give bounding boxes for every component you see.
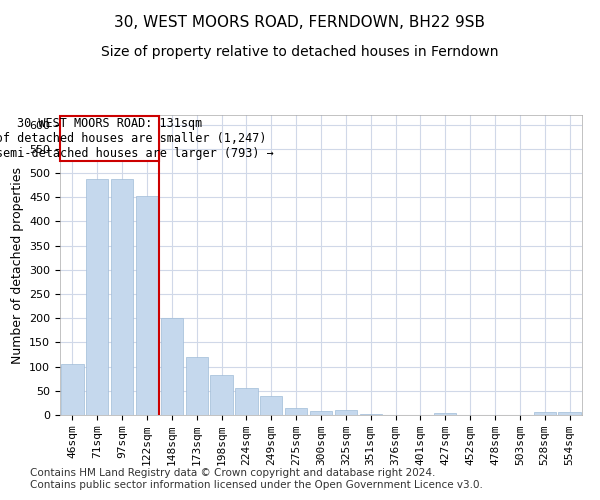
Bar bbox=[260, 396, 283, 415]
FancyBboxPatch shape bbox=[60, 116, 160, 161]
Text: Contains HM Land Registry data © Crown copyright and database right 2024.
Contai: Contains HM Land Registry data © Crown c… bbox=[30, 468, 483, 490]
Bar bbox=[310, 410, 332, 415]
Bar bbox=[161, 318, 183, 415]
Bar bbox=[235, 388, 257, 415]
Bar bbox=[211, 376, 233, 415]
Bar bbox=[533, 412, 556, 415]
Text: Size of property relative to detached houses in Ferndown: Size of property relative to detached ho… bbox=[101, 45, 499, 59]
Y-axis label: Number of detached properties: Number of detached properties bbox=[11, 166, 23, 364]
Bar bbox=[335, 410, 357, 415]
Bar bbox=[559, 412, 581, 415]
Bar bbox=[61, 364, 83, 415]
Bar bbox=[285, 408, 307, 415]
Text: 30 WEST MOORS ROAD: 131sqm
← 61% of detached houses are smaller (1,247)
39% of s: 30 WEST MOORS ROAD: 131sqm ← 61% of deta… bbox=[0, 117, 274, 160]
Bar bbox=[185, 357, 208, 415]
Bar bbox=[434, 412, 457, 415]
Bar bbox=[136, 196, 158, 415]
Bar bbox=[86, 180, 109, 415]
Bar bbox=[111, 180, 133, 415]
Text: 30, WEST MOORS ROAD, FERNDOWN, BH22 9SB: 30, WEST MOORS ROAD, FERNDOWN, BH22 9SB bbox=[115, 15, 485, 30]
Bar bbox=[359, 414, 382, 415]
